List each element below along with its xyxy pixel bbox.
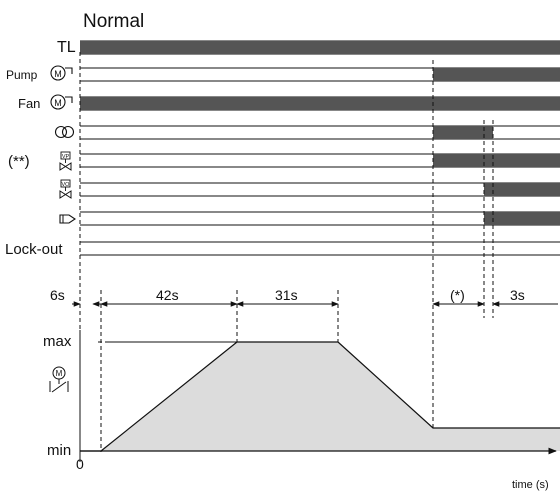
phase-label-ramp-up: 42s	[156, 287, 179, 303]
phase-label-ignition: (*)	[450, 287, 465, 303]
phase-markers	[79, 52, 494, 455]
active-bar-fan	[80, 97, 560, 110]
damper-profile-area	[101, 342, 560, 451]
signal-row-pump: Pump	[6, 67, 560, 82]
signal-row-ignition-transformer	[80, 125, 560, 140]
svg-text:M: M	[56, 369, 63, 378]
svg-text:VP: VP	[62, 154, 70, 160]
signal-label-fan: Fan	[18, 96, 40, 111]
active-bar-valve-vp	[433, 154, 560, 167]
active-bar-flame-detector	[484, 212, 560, 225]
phase-label-prepurge-start: 6s	[50, 287, 65, 303]
phase-label-max: 31s	[275, 287, 298, 303]
signal-row-flame-detector	[80, 211, 560, 226]
signal-label-tl: TL	[57, 39, 76, 56]
valve-vp-icon: VP	[59, 151, 72, 171]
svg-text:M: M	[54, 69, 62, 79]
active-bar-valve-vo	[484, 183, 560, 196]
active-bar-pump	[433, 68, 560, 81]
damper-profile-line	[100, 341, 560, 452]
flame-detector-icon	[59, 214, 76, 224]
active-bar-ignition-transformer	[433, 126, 493, 139]
phase-labels: 6s 42s 31s (*) 3s	[50, 287, 525, 303]
fan-motor-icon: M	[50, 94, 73, 110]
signal-rows: TL Pump Fan (**) Lock-out	[5, 39, 560, 258]
signal-row-lockout: Lock-out	[5, 241, 560, 258]
time-axis-label: time (s)	[512, 479, 549, 491]
svg-text:VO: VO	[62, 182, 71, 188]
diagram-title: Normal	[83, 11, 144, 32]
origin-label: 0	[76, 456, 84, 472]
valve-vo-icon: VO	[59, 179, 72, 199]
pump-motor-icon: M	[50, 65, 73, 81]
signal-label-valve-vp: (**)	[8, 153, 30, 170]
svg-text:M: M	[54, 98, 62, 108]
signal-row-tl: TL	[57, 39, 560, 56]
min-label: min	[47, 442, 71, 459]
active-bar-tl	[80, 41, 560, 54]
phase-label-safety: 3s	[510, 287, 525, 303]
damper-motor-icon: M	[49, 366, 69, 393]
signal-row-valve-vp: (**)	[8, 153, 560, 170]
transformer-icon	[54, 125, 75, 139]
signal-row-fan: Fan	[18, 96, 560, 111]
signal-label-lockout: Lock-out	[5, 241, 63, 258]
signal-row-valve-vo	[80, 182, 560, 197]
max-label: max	[43, 333, 72, 350]
signal-label-pump: Pump	[6, 68, 38, 82]
